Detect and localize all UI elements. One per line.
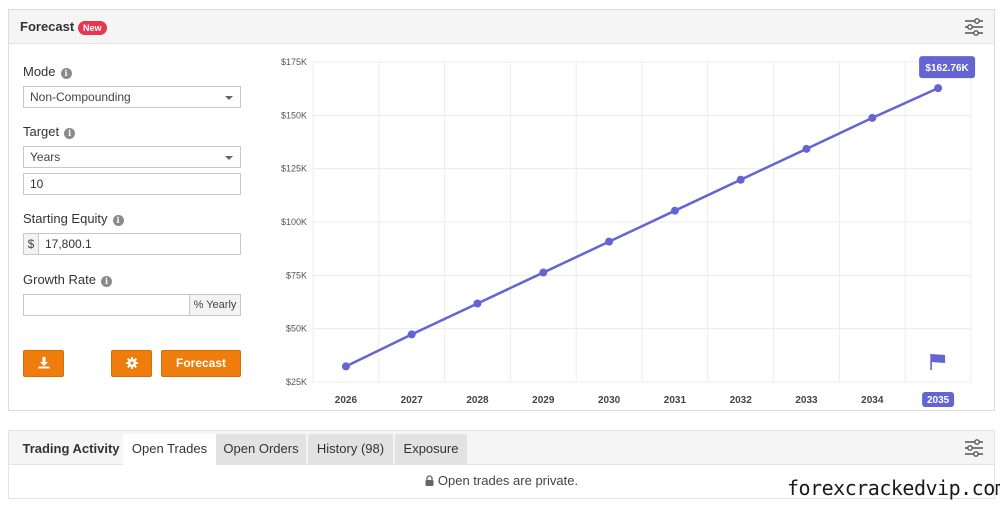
growth-rate-label-text: Growth Rate	[23, 272, 96, 287]
starting-equity-input[interactable]: 17,800.1	[38, 233, 241, 255]
forecast-settings-button[interactable]	[111, 350, 152, 377]
growth-rate-label: Growth Rate i	[23, 272, 112, 287]
tab-open-orders[interactable]: Open Orders	[216, 434, 306, 465]
y-tick-label: $50K	[286, 324, 307, 334]
series-line	[345, 86, 939, 368]
private-message: Open trades are private.	[9, 473, 994, 488]
data-point	[802, 144, 811, 153]
x-tick-highlight	[922, 392, 955, 407]
info-icon[interactable]: i	[60, 68, 72, 79]
private-message-text: Open trades are private.	[437, 473, 579, 488]
y-tick-label: $125K	[281, 164, 307, 174]
target-years-value: 10	[30, 177, 44, 191]
starting-equity-label-text: Starting Equity	[23, 211, 108, 226]
y-tick-label: $175K	[281, 57, 307, 67]
data-point	[868, 113, 877, 122]
y-tick-label: $25K	[286, 377, 307, 387]
data-point	[736, 175, 745, 184]
target-label: Target i	[23, 124, 76, 139]
mode-select-value: Non-Compounding	[30, 90, 131, 104]
mode-label-text: Mode	[23, 64, 56, 79]
forecast-button[interactable]: Forecast	[161, 350, 241, 377]
data-point	[407, 330, 416, 339]
sliders-icon[interactable]	[964, 18, 984, 36]
data-point	[605, 237, 614, 246]
data-point	[934, 84, 943, 93]
y-tick-label: $75K	[286, 270, 307, 280]
data-point	[341, 362, 350, 371]
trading-activity-title: Trading Activity	[22, 441, 120, 456]
flag-icon	[931, 354, 946, 363]
mode-select[interactable]: Non-Compounding	[23, 86, 241, 108]
x-tick-label: 2027	[401, 395, 424, 406]
target-label-text: Target	[23, 124, 60, 139]
x-tick-label: 2030	[598, 395, 621, 406]
mode-label: Mode i	[23, 64, 72, 79]
forecast-header: Forecast New	[9, 10, 994, 44]
y-tick-label: $100K	[281, 217, 307, 227]
gear-icon	[125, 357, 138, 369]
x-tick-label: 2026	[335, 395, 358, 406]
x-tick-label: 2031	[664, 395, 687, 406]
watermark-text: forexcrackedvip.com	[787, 476, 1000, 500]
forecast-panel: Forecast New Mode i Non-Compounding Targe…	[8, 9, 995, 411]
last-value-label: $162.76K	[925, 63, 969, 74]
activity-tabs-bar: Trading Activity Open Trades Open Orders…	[8, 430, 995, 465]
target-years-input[interactable]: 10	[23, 173, 241, 195]
chevron-down-icon	[225, 96, 233, 100]
info-icon[interactable]: i	[112, 215, 124, 226]
x-tick-label: 2034	[861, 395, 884, 406]
info-icon[interactable]: i	[100, 276, 112, 287]
starting-equity-value: 17,800.1	[45, 237, 92, 251]
new-badge: New	[78, 21, 107, 35]
forecast-line-chart: $25K $50K $75K $100K $125K $150K $175K 2026 2027…	[281, 56, 976, 407]
download-button[interactable]	[23, 350, 64, 377]
starting-equity-label: Starting Equity i	[23, 211, 124, 226]
last-value-badge	[919, 56, 976, 79]
open-trades-content: Open trades are private.	[8, 465, 995, 499]
sliders-icon[interactable]	[964, 439, 984, 457]
forecast-title: Forecast	[20, 19, 75, 34]
x-tick-label: 2035	[927, 395, 950, 406]
growth-rate-input[interactable]	[23, 294, 190, 316]
data-point	[670, 206, 679, 215]
info-icon[interactable]: i	[64, 128, 76, 139]
data-point	[473, 299, 482, 308]
currency-prefix: $	[23, 233, 39, 255]
data-point	[539, 268, 548, 277]
tab-exposure[interactable]: Exposure	[395, 434, 467, 465]
x-tick-label: 2033	[795, 395, 818, 406]
lock-icon	[425, 475, 434, 486]
tab-open-trades[interactable]: Open Trades	[123, 434, 216, 465]
x-tick-label: 2032	[730, 395, 753, 406]
y-tick-label: $150K	[281, 110, 307, 120]
x-tick-label: 2028	[466, 395, 489, 406]
x-tick-label: 2029	[532, 395, 555, 406]
target-select-value: Years	[30, 150, 61, 164]
download-icon	[38, 357, 49, 369]
growth-rate-suffix: % Yearly	[189, 294, 241, 316]
chevron-down-icon	[225, 156, 233, 160]
tab-history[interactable]: History (98)	[308, 434, 393, 465]
target-select[interactable]: Years	[23, 146, 241, 168]
